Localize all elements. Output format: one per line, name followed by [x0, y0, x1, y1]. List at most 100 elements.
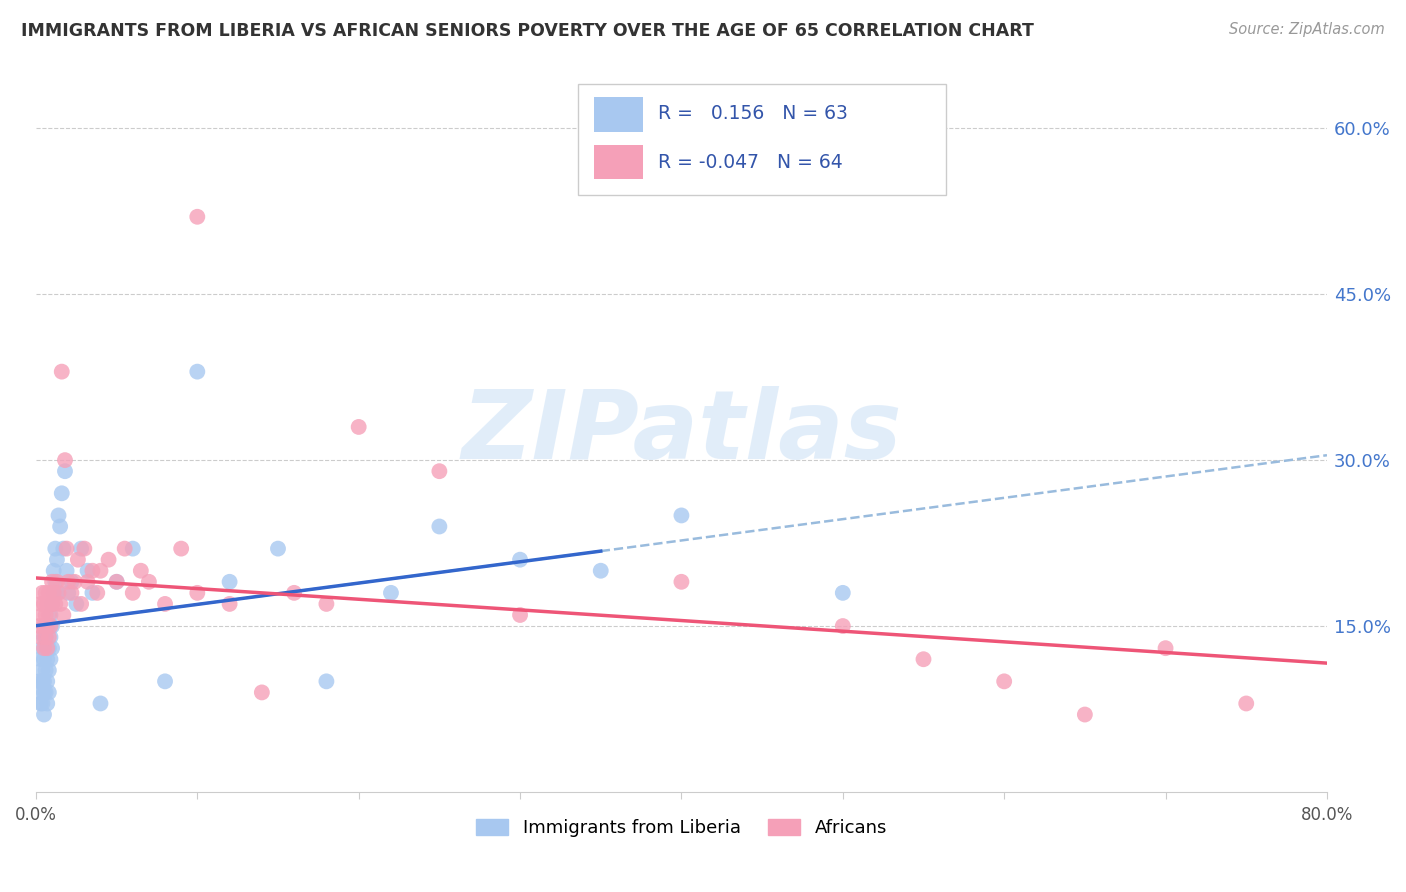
- Point: [39, 619, 62, 633]
- Point: [58, 586, 80, 600]
- Point: [129, 564, 152, 578]
- Point: [28, 619, 51, 633]
- Point: [42, 586, 65, 600]
- Point: [28, 674, 51, 689]
- Point: [170, 541, 193, 556]
- Point: [37, 697, 59, 711]
- Point: [31, 697, 53, 711]
- Point: [105, 574, 128, 589]
- Point: [31, 607, 53, 622]
- Point: [671, 574, 693, 589]
- Point: [73, 541, 96, 556]
- Point: [37, 652, 59, 666]
- Point: [31, 674, 53, 689]
- Point: [912, 652, 935, 666]
- Point: [31, 641, 53, 656]
- Point: [105, 574, 128, 589]
- Point: [32, 619, 55, 633]
- Point: [38, 607, 60, 622]
- Point: [70, 597, 93, 611]
- Point: [41, 597, 63, 611]
- Point: [39, 607, 62, 622]
- Point: [509, 552, 531, 566]
- Point: [589, 564, 612, 578]
- Point: [427, 464, 450, 478]
- Point: [66, 552, 89, 566]
- Point: [53, 464, 76, 478]
- Point: [267, 541, 290, 556]
- Point: [30, 630, 52, 644]
- Point: [347, 420, 370, 434]
- Point: [37, 674, 59, 689]
- Point: [42, 586, 65, 600]
- Point: [44, 597, 66, 611]
- Point: [121, 541, 143, 556]
- Point: [1234, 697, 1257, 711]
- Point: [34, 630, 56, 644]
- Point: [32, 707, 55, 722]
- Point: [186, 586, 208, 600]
- Point: [30, 697, 52, 711]
- Point: [49, 597, 72, 611]
- Point: [993, 674, 1015, 689]
- Point: [831, 586, 853, 600]
- Point: [38, 630, 60, 644]
- Point: [86, 586, 108, 600]
- Point: [138, 574, 160, 589]
- Point: [82, 586, 104, 600]
- Point: [76, 574, 98, 589]
- Point: [218, 574, 240, 589]
- Point: [186, 210, 208, 224]
- Point: [41, 574, 63, 589]
- Point: [38, 586, 60, 600]
- Point: [315, 597, 337, 611]
- Point: [114, 541, 136, 556]
- Point: [283, 586, 305, 600]
- Point: [48, 508, 70, 523]
- Point: [250, 685, 273, 699]
- Point: [70, 541, 93, 556]
- Point: [37, 641, 59, 656]
- Text: Source: ZipAtlas.com: Source: ZipAtlas.com: [1229, 22, 1385, 37]
- Point: [39, 597, 62, 611]
- Point: [31, 586, 53, 600]
- Point: [41, 597, 63, 611]
- Point: [831, 619, 853, 633]
- Point: [89, 697, 111, 711]
- FancyBboxPatch shape: [593, 97, 643, 132]
- Point: [48, 586, 70, 600]
- Point: [37, 641, 59, 656]
- Point: [52, 607, 75, 622]
- FancyBboxPatch shape: [593, 145, 643, 179]
- Point: [186, 365, 208, 379]
- Point: [427, 519, 450, 533]
- Point: [38, 685, 60, 699]
- Point: [53, 453, 76, 467]
- Point: [31, 663, 53, 677]
- Point: [58, 574, 80, 589]
- Point: [380, 586, 402, 600]
- Point: [55, 564, 77, 578]
- Point: [42, 564, 65, 578]
- Point: [38, 663, 60, 677]
- Text: IMMIGRANTS FROM LIBERIA VS AFRICAN SENIORS POVERTY OVER THE AGE OF 65 CORRELATIO: IMMIGRANTS FROM LIBERIA VS AFRICAN SENIO…: [21, 22, 1033, 40]
- Point: [41, 619, 63, 633]
- Point: [51, 365, 73, 379]
- Point: [1074, 707, 1097, 722]
- Point: [32, 641, 55, 656]
- Text: R =   0.156   N = 63: R = 0.156 N = 63: [658, 104, 848, 123]
- Point: [39, 652, 62, 666]
- Point: [52, 541, 75, 556]
- Point: [315, 674, 337, 689]
- Point: [37, 597, 59, 611]
- Point: [218, 597, 240, 611]
- Text: R = -0.047   N = 64: R = -0.047 N = 64: [658, 153, 844, 171]
- Point: [44, 574, 66, 589]
- Point: [34, 630, 56, 644]
- Point: [153, 674, 176, 689]
- Point: [32, 674, 55, 689]
- Point: [34, 685, 56, 699]
- Point: [65, 597, 87, 611]
- Point: [38, 619, 60, 633]
- Point: [82, 564, 104, 578]
